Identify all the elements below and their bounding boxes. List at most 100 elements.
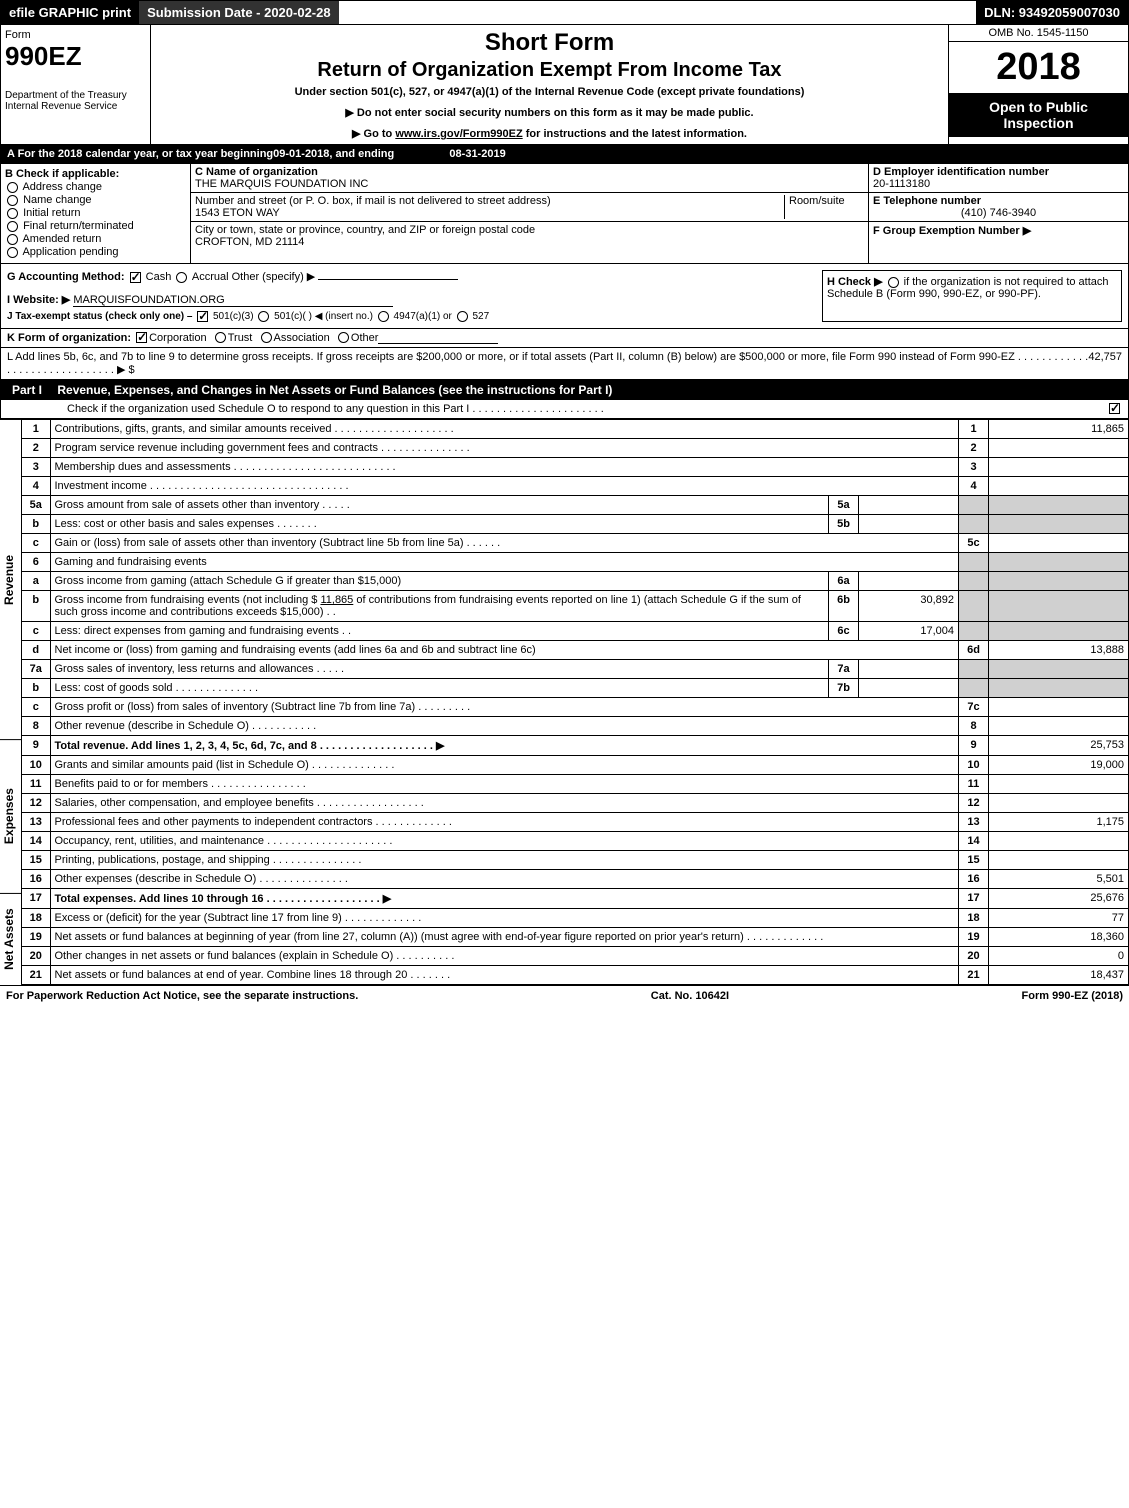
chk-association[interactable] [261, 332, 272, 343]
city-value: CROFTON, MD 21114 [195, 236, 864, 248]
chk-final-return[interactable]: Final return/terminated [5, 220, 186, 232]
chk-name-change[interactable]: Name change [5, 194, 186, 206]
line-desc: Other changes in net assets or fund bala… [50, 947, 959, 966]
line-21: 21Net assets or fund balances at end of … [22, 966, 1129, 985]
line-val-grey [989, 572, 1129, 591]
line-desc: Net income or (loss) from gaming and fun… [50, 641, 959, 660]
line-ref: 3 [959, 458, 989, 477]
title-main: Return of Organization Exempt From Incom… [155, 59, 944, 82]
subline-value: 17,004 [859, 622, 959, 641]
box-e-label: E Telephone number [873, 195, 1124, 207]
line-ref-grey [959, 660, 989, 679]
part1-title: Revenue, Expenses, and Changes in Net As… [57, 383, 612, 397]
page-footer: For Paperwork Reduction Act Notice, see … [0, 985, 1129, 1006]
street-label: Number and street (or P. O. box, if mail… [195, 195, 784, 207]
line-ref-grey [959, 679, 989, 698]
instr2-link[interactable]: www.irs.gov/Form990EZ [395, 128, 522, 140]
row-a-pre: A For the 2018 calendar year, or tax yea… [7, 148, 273, 160]
submission-date: Submission Date - 2020-02-28 [139, 1, 339, 24]
line-desc: Investment income . . . . . . . . . . . … [50, 477, 959, 496]
line-desc: Total revenue. Add lines 1, 2, 3, 4, 5c,… [50, 736, 959, 756]
chk-trust[interactable] [215, 332, 226, 343]
line-value [989, 794, 1129, 813]
line-num: 8 [22, 717, 50, 736]
line-value: 25,753 [989, 736, 1129, 756]
subline-ref: 6c [829, 622, 859, 641]
line-desc: Less: direct expenses from gaming and fu… [50, 622, 829, 641]
box-b: B Check if applicable: Address change Na… [1, 164, 191, 263]
chk-schedule-b[interactable] [888, 277, 899, 288]
box-f-label: F Group Exemption Number ▶ [873, 225, 1031, 237]
line-value: 18,360 [989, 928, 1129, 947]
line-num: b [22, 679, 50, 698]
chk-address-change[interactable]: Address change [5, 181, 186, 193]
subline-ref: 7a [829, 660, 859, 679]
chk-501c[interactable] [258, 311, 269, 322]
line-value: 19,000 [989, 756, 1129, 775]
line-num: 13 [22, 813, 50, 832]
line-ref: 19 [959, 928, 989, 947]
box-def: D Employer identification number 20-1113… [868, 164, 1128, 263]
part1-body: Revenue Expenses Net Assets 1Contributio… [0, 419, 1129, 985]
line-17: 17Total expenses. Add lines 10 through 1… [22, 889, 1129, 909]
chk-accrual[interactable] [176, 272, 187, 283]
line-ref: 17 [959, 889, 989, 909]
org-name: THE MARQUIS FOUNDATION INC [195, 178, 864, 190]
city-row: City or town, state or province, country… [191, 222, 868, 250]
line-18: 18Excess or (deficit) for the year (Subt… [22, 909, 1129, 928]
line-h-pre: H Check ▶ [827, 276, 883, 288]
line-num: 4 [22, 477, 50, 496]
line-num: 15 [22, 851, 50, 870]
efile-print-label[interactable]: efile GRAPHIC print [1, 1, 139, 24]
line-desc: Net assets or fund balances at beginning… [50, 928, 959, 947]
line-ref: 2 [959, 439, 989, 458]
chk-amended-return[interactable]: Amended return [5, 233, 186, 245]
street-value: 1543 ETON WAY [195, 207, 784, 219]
line-num: 12 [22, 794, 50, 813]
line-g: G Accounting Method: Cash Accrual Other … [7, 270, 822, 322]
line-num: 20 [22, 947, 50, 966]
form-label: Form [5, 29, 146, 41]
line-num: 6 [22, 553, 50, 572]
chk-501c3[interactable] [197, 311, 208, 322]
line-num: 19 [22, 928, 50, 947]
topbar-spacer [339, 1, 977, 24]
subline-value [859, 679, 959, 698]
box-c-label: C Name of organization [195, 166, 864, 178]
line-14: 14Occupancy, rent, utilities, and mainte… [22, 832, 1129, 851]
chk-other-org[interactable] [338, 332, 349, 343]
line-6c: cLess: direct expenses from gaming and f… [22, 622, 1129, 641]
line-4: 4Investment income . . . . . . . . . . .… [22, 477, 1129, 496]
row-a-period: A For the 2018 calendar year, or tax yea… [0, 145, 1129, 164]
line-ref: 5c [959, 534, 989, 553]
line-ref-grey [959, 572, 989, 591]
line-i: I Website: ▶ MARQUISFOUNDATION.ORG [7, 293, 822, 307]
line-num: 10 [22, 756, 50, 775]
other-org-input[interactable] [378, 332, 498, 344]
line-ref-grey [959, 515, 989, 534]
footer-left: For Paperwork Reduction Act Notice, see … [6, 990, 358, 1002]
other-specify-input[interactable] [318, 279, 458, 280]
other-specify: Other (specify) ▶ [232, 271, 316, 283]
line-ref: 4 [959, 477, 989, 496]
chk-schedule-o-part1[interactable] [1109, 403, 1120, 414]
section-expenses-label: Expenses [0, 739, 22, 893]
chk-corporation[interactable] [136, 332, 147, 343]
chk-4947[interactable] [378, 311, 389, 322]
subline-value [859, 660, 959, 679]
line-desc: Gross amount from sale of assets other t… [50, 496, 829, 515]
part1-check-row: Check if the organization used Schedule … [0, 400, 1129, 419]
omb-number: OMB No. 1545-1150 [949, 25, 1128, 42]
instr-ssn: ▶ Do not enter social security numbers o… [155, 106, 944, 119]
chk-initial-return[interactable]: Initial return [5, 207, 186, 219]
line-9: 9Total revenue. Add lines 1, 2, 3, 4, 5c… [22, 736, 1129, 756]
line-val-grey [989, 622, 1129, 641]
box-c: C Name of organization THE MARQUIS FOUND… [191, 164, 868, 263]
chk-application-pending[interactable]: Application pending [5, 246, 186, 258]
footer-right: Form 990-EZ (2018) [1022, 990, 1123, 1002]
website-value[interactable]: MARQUISFOUNDATION.ORG [73, 294, 393, 307]
chk-cash[interactable] [130, 272, 141, 283]
row-a-mid: , and ending [329, 148, 449, 160]
chk-527[interactable] [457, 311, 468, 322]
line-desc: Gain or (loss) from sale of assets other… [50, 534, 959, 553]
